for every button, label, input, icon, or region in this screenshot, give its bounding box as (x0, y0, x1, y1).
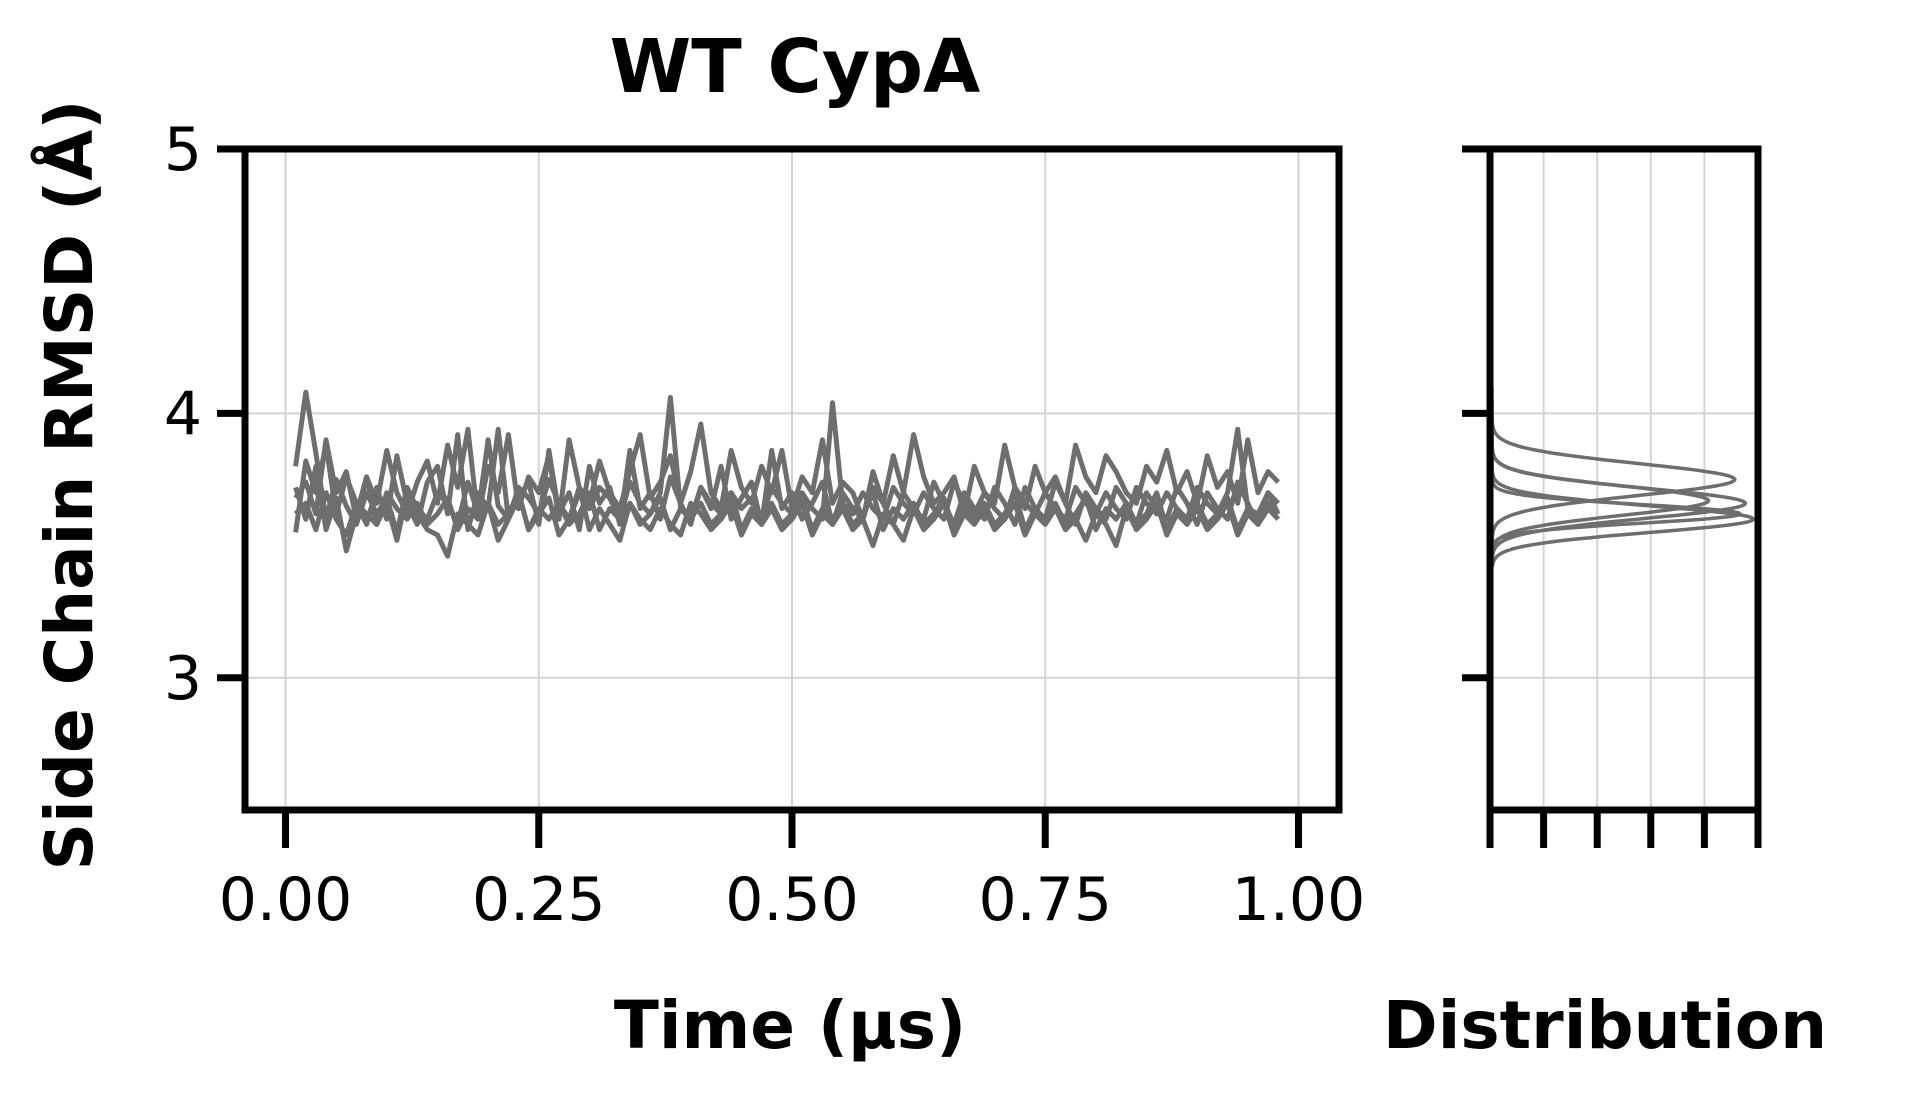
main-series-group (293, 389, 1281, 559)
rmsd-series-line (293, 421, 1281, 522)
y-tick-label: 3 (164, 644, 202, 714)
x-tick-label: 1.00 (1232, 865, 1366, 935)
y-tick-label: 5 (164, 115, 202, 185)
distribution-gridlines (1490, 148, 1758, 810)
y-tick-label: 4 (164, 379, 202, 449)
distribution-axis-label: Distribution (1383, 987, 1827, 1064)
rmsd-series-line (293, 463, 1281, 559)
x-tick-label: 0.00 (219, 865, 353, 935)
distribution-ticks (1462, 145, 1762, 848)
rmsd-series-line (293, 426, 1281, 533)
x-tick-label: 0.50 (725, 865, 859, 935)
main-gridlines (245, 148, 1339, 810)
main-ticks: 0.00 0.25 0.50 0.75 1.00 3 4 5 (164, 115, 1365, 935)
x-axis-label: Time (μs) (614, 987, 966, 1064)
x-tick-label: 0.25 (472, 865, 606, 935)
x-tick-label: 0.75 (978, 865, 1112, 935)
y-axis-label: Side Chain RMSD (Å) (30, 100, 108, 871)
density-curve (1490, 399, 1748, 568)
rmsd-series-line (293, 490, 1281, 538)
distribution-plot-frame (1486, 145, 1762, 814)
chart-title: WT CypA (610, 24, 981, 110)
